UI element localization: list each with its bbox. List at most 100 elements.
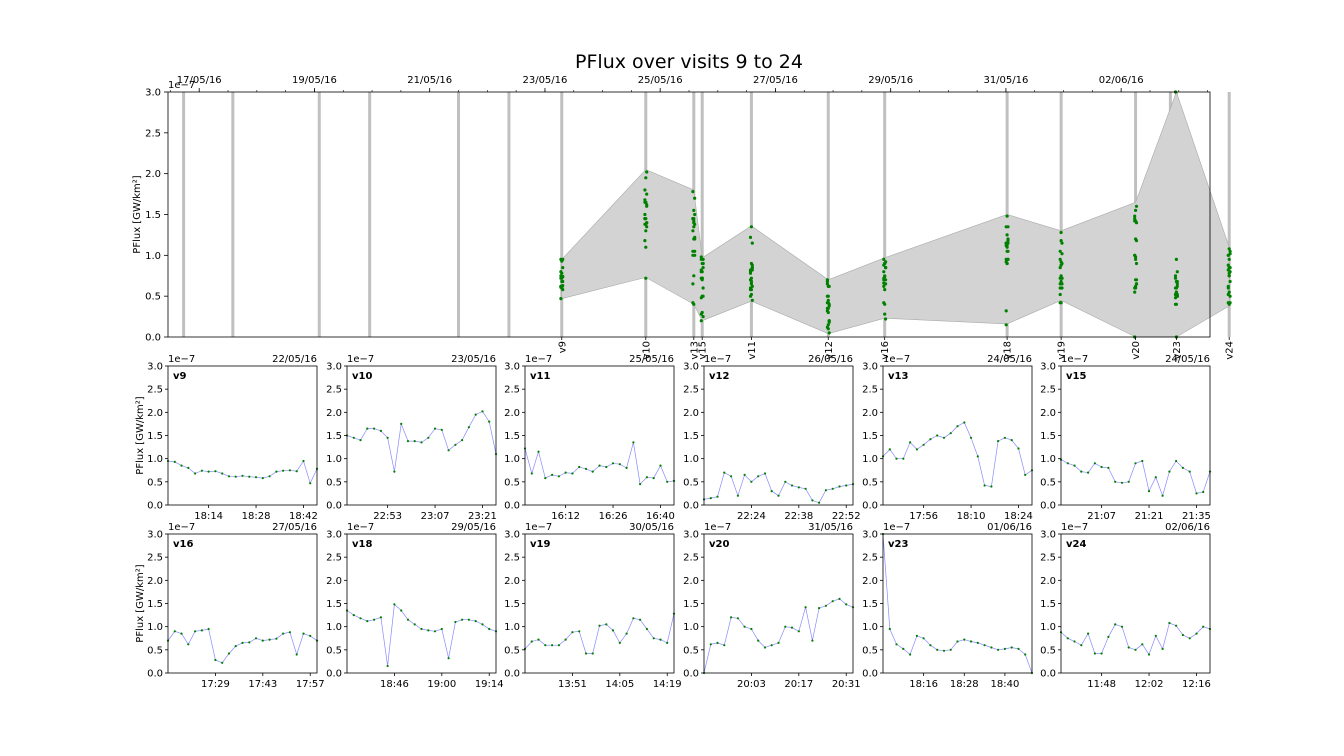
x-tick-label: 18:42 <box>289 511 318 522</box>
data-point <box>784 480 787 483</box>
data-point <box>1060 241 1064 245</box>
data-point <box>884 260 888 264</box>
data-point <box>241 641 244 645</box>
data-point <box>763 472 767 475</box>
data-point <box>488 627 491 631</box>
y-tick-label: 0.5 <box>683 645 699 656</box>
panel-v12: 0.0 0.5 1.0 1.5 2.0 2.5 3.0 22:24 22:38 22:52 1e−7… <box>683 354 861 522</box>
visit-label: v19 <box>1057 341 1068 360</box>
data-point <box>1133 214 1137 218</box>
data-point <box>644 276 648 280</box>
x-tick-label: 31/05/16 <box>983 75 1028 86</box>
data-point <box>643 217 647 221</box>
data-point <box>883 278 887 282</box>
data-point <box>1226 253 1230 257</box>
y-tick-label: 0.0 <box>147 669 163 680</box>
y-tick-label: 1.0 <box>147 622 163 633</box>
data-point <box>611 629 615 632</box>
data-point <box>1058 282 1062 286</box>
visit-label: v18 <box>1003 341 1014 360</box>
data-point <box>420 627 423 631</box>
data-point <box>804 487 807 490</box>
x-tick-label: 23/05/16 <box>522 75 567 86</box>
data-point <box>557 644 561 647</box>
data-point <box>578 630 581 633</box>
y-scale-label: 1e−7 <box>1061 354 1088 365</box>
y-scale-label: 1e−7 <box>347 522 374 533</box>
y-tick-label: 1.0 <box>326 622 342 633</box>
y-tick-label: 0.0 <box>862 501 878 512</box>
data-point <box>1195 632 1198 635</box>
data-point <box>1059 274 1063 278</box>
panel-frame <box>703 533 854 674</box>
data-point <box>701 257 705 261</box>
data-point <box>632 441 635 444</box>
data-point <box>1134 261 1139 266</box>
data-point <box>826 327 830 331</box>
data-point <box>598 464 601 467</box>
data-point <box>749 292 754 297</box>
y-tick-label: 2.0 <box>862 408 878 419</box>
data-point <box>481 623 484 626</box>
data-point <box>701 286 705 290</box>
data-point <box>302 459 305 463</box>
data-point <box>564 471 567 474</box>
data-point <box>1010 439 1013 442</box>
x-tick-label: 23:07 <box>421 511 450 522</box>
data-point <box>1017 647 1020 651</box>
data-point <box>366 620 369 623</box>
data-point <box>825 282 830 286</box>
data-point <box>1134 219 1138 223</box>
y-tick-label: 3.0 <box>326 362 342 373</box>
panel-v11: 0.0 0.5 1.0 1.5 2.0 2.5 3.0 16:12 16:26 16:40 1e−7… <box>504 354 676 522</box>
x-tick-label: 18:24 <box>1004 511 1033 522</box>
y-tick-label: 1.0 <box>145 251 161 262</box>
data-point <box>811 499 814 502</box>
data-point <box>1127 480 1130 483</box>
data-point <box>644 229 648 233</box>
panel-date: 29/05/16 <box>451 522 496 533</box>
data-point <box>366 427 369 430</box>
data-point <box>1227 257 1231 261</box>
data-point <box>1017 447 1020 450</box>
data-point <box>591 652 594 655</box>
y-tick-label: 3.0 <box>145 88 161 99</box>
data-point <box>902 647 905 651</box>
panel-label: v15 <box>1066 371 1086 382</box>
data-point <box>1161 494 1164 497</box>
y-tick-label: 2.0 <box>145 169 161 180</box>
visit-bar <box>317 92 321 337</box>
y-tick-label: 0.0 <box>326 501 342 512</box>
data-point <box>826 306 830 310</box>
data-point <box>645 627 649 631</box>
data-point <box>194 472 197 475</box>
y-tick-label: 1.0 <box>504 622 520 633</box>
data-point <box>1173 276 1178 280</box>
y-tick-label: 0.5 <box>504 645 520 656</box>
data-point <box>700 276 704 280</box>
data-point <box>309 634 312 638</box>
data-point <box>386 664 389 668</box>
data-point <box>537 450 540 453</box>
data-point <box>691 282 695 286</box>
y-axis-label: PFlux [GW/km²] <box>135 396 146 474</box>
x-tick-label: 17:57 <box>296 679 325 690</box>
data-point <box>221 661 224 664</box>
overview-chart: 0.0 0.5 1.0 1.5 2.0 2.5 3.0 1e−7 PFlux [GW/km²] 1… <box>132 75 1236 360</box>
data-point <box>227 652 231 655</box>
y-tick-label: 3.0 <box>147 530 163 541</box>
y-tick-label: 0.5 <box>147 477 163 488</box>
data-point <box>818 607 821 610</box>
data-point <box>644 245 648 249</box>
data-point <box>420 441 423 444</box>
y-scale-label: 1e−7 <box>168 522 195 533</box>
data-point <box>234 475 237 478</box>
data-point <box>295 653 298 656</box>
data-point <box>1134 278 1138 282</box>
panel-v20: 0.0 0.5 1.0 1.5 2.0 2.5 3.0 20:03 20:17 20:31 1e−7… <box>683 522 861 690</box>
y-tick-label: 2.5 <box>862 553 878 564</box>
panel-frame <box>167 365 318 506</box>
data-point <box>882 284 886 288</box>
data-point <box>1107 635 1110 639</box>
y-scale-label: 1e−7 <box>168 80 195 91</box>
